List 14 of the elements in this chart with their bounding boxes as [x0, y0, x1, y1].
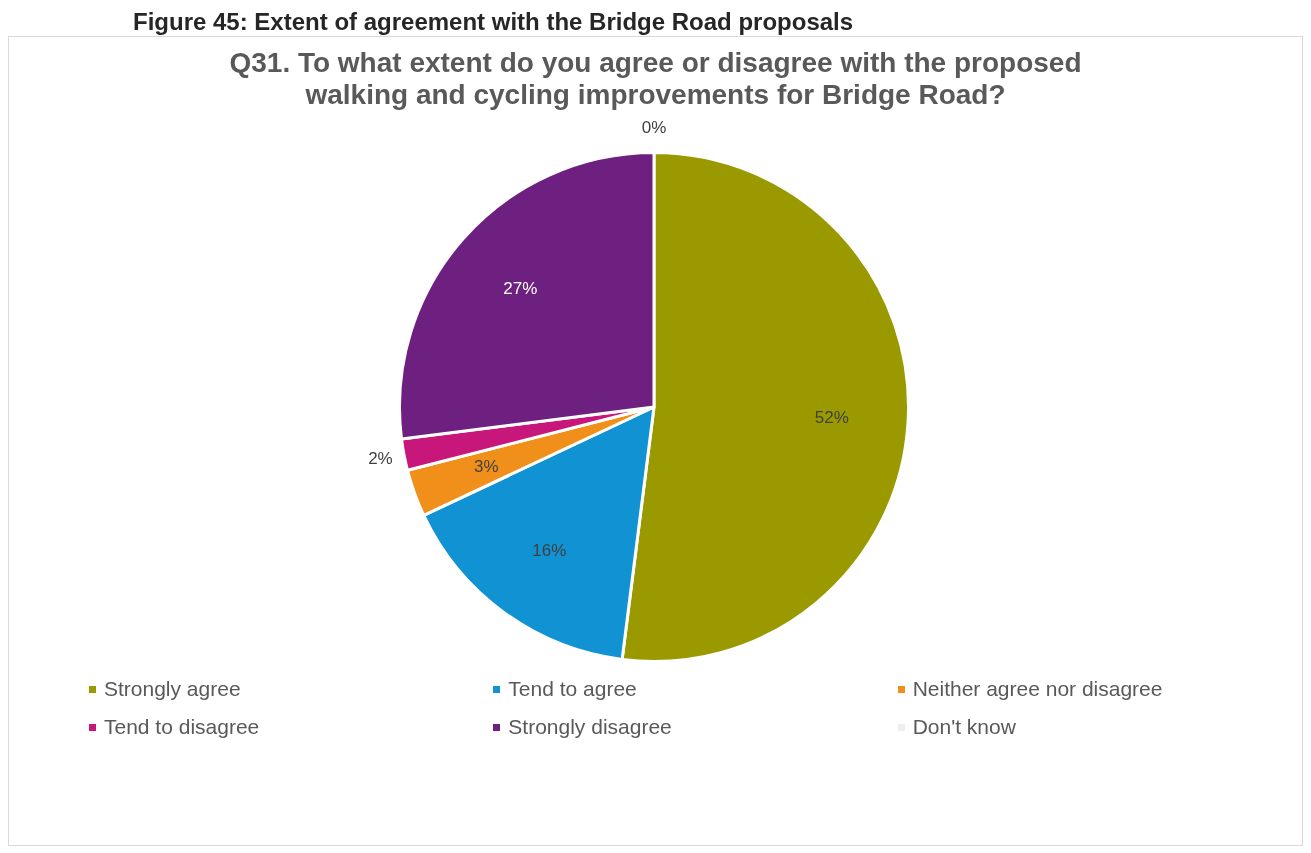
data-label: 27%: [503, 278, 538, 298]
text: 0%: [641, 118, 667, 138]
legend-label: Tend to agree: [508, 677, 637, 701]
chart-title: Figure 45: Extent of agreement with the Bridge Road proposals: [132, 8, 855, 36]
legend-label: Strongly disagree: [508, 715, 672, 739]
data-label: 52%: [814, 407, 849, 427]
legend-label: Strongly agree: [104, 677, 241, 701]
legend-label: Neither agree nor disagree: [912, 677, 1163, 701]
data-label: 16%: [532, 540, 567, 560]
data-label: 3%: [474, 457, 499, 477]
legend-label: Don't know: [912, 715, 1016, 739]
chart-subtitle: Q31. To what extent do you agree or disagree with the proposed walking and cycling improvements for Bridge Road?: [228, 46, 1083, 111]
legend-label: Tend to disagree: [104, 715, 260, 739]
data-label: 2%: [368, 448, 393, 468]
